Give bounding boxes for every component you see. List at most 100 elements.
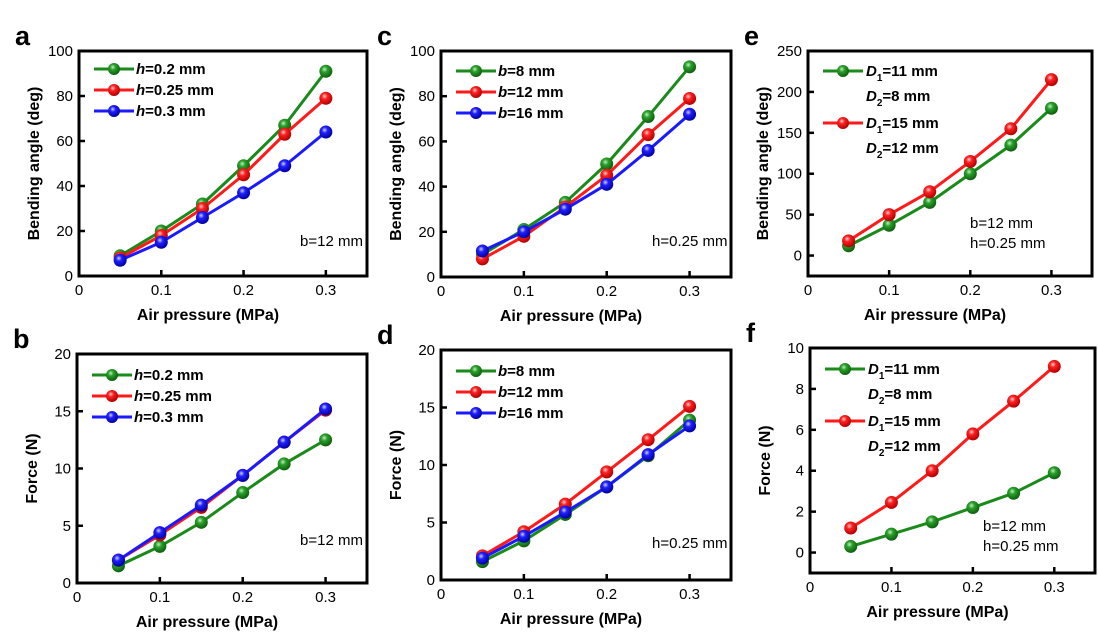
data-point [194, 515, 208, 529]
data-point [600, 177, 614, 191]
series-1 [844, 466, 1061, 553]
y-tick-label: 0 [63, 575, 71, 592]
annotation: h=0.25 mm [652, 233, 727, 250]
y-tick-label: 8 [796, 381, 804, 398]
legend-label: b=16 mm [498, 405, 563, 422]
x-tick-label: 0 [437, 586, 445, 603]
data-point [111, 553, 125, 567]
y-tick-label: 60 [56, 133, 73, 150]
series-3 [113, 125, 333, 267]
legend-marker [470, 365, 482, 377]
data-point [319, 64, 333, 78]
legend-label: D1=15 mm [866, 115, 939, 136]
legend-marker [839, 363, 851, 375]
legend-marker [108, 63, 120, 75]
data-point [195, 211, 209, 224]
series-line [119, 70, 328, 258]
data-point [600, 168, 614, 182]
x-tick-label: 0.1 [879, 282, 900, 299]
legend-label: h=0.3 mm [136, 103, 206, 120]
legend-label: D2=12 mm [868, 438, 941, 459]
plot-frame [77, 49, 369, 278]
y-tick-label: 5 [427, 515, 435, 532]
panel-e: e 0 50 100 150 200 250 0 0.1 0.2 0.3 Air pressure (… [744, 21, 1094, 324]
data-point [319, 433, 333, 447]
data-point [1007, 394, 1021, 408]
legend: h=0.2 mm h=0.25 mm h=0.3 mm [94, 61, 214, 120]
y-tick-label: 0 [427, 269, 435, 286]
legend-marker [837, 117, 849, 129]
data-point [884, 527, 898, 541]
panel-d: d 0 5 10 15 20 0 0.1 0.2 0.3 Air pressure (MPa) For… [377, 320, 733, 628]
data-point [1047, 466, 1061, 480]
y-tick-label: 60 [418, 133, 435, 150]
panel-b: b 0 5 10 15 20 0 0.1 0.2 0.3 Air pressure (MPa) For… [13, 324, 369, 631]
series-3 [111, 402, 333, 567]
y-tick-label: 50 [785, 207, 802, 224]
y-axis-title: Force (N) [24, 433, 41, 503]
legend-label: b=16 mm [498, 105, 563, 122]
data-point [882, 218, 896, 232]
legend-marker [108, 84, 120, 96]
y-tick-label: 5 [63, 518, 71, 535]
data-point [475, 244, 489, 258]
data-point [236, 486, 250, 500]
data-point [966, 427, 980, 441]
data-point [683, 60, 697, 74]
data-point [641, 433, 655, 447]
x-tick-label: 0.3 [679, 586, 700, 603]
data-point [1047, 359, 1061, 373]
data-point [517, 529, 531, 543]
x-tick-label: 0.3 [1044, 579, 1065, 596]
data-point [683, 399, 697, 413]
series-line [850, 471, 1055, 548]
series-3 [475, 419, 697, 565]
legend-label: D1=11 mm [868, 361, 940, 382]
data-point [923, 185, 937, 199]
x-tick-label: 0.2 [232, 589, 253, 606]
data-point [600, 480, 614, 494]
legend-label: h=0.25 mm [136, 82, 214, 99]
series-line [119, 130, 327, 262]
x-tick-label: 0.1 [151, 282, 172, 299]
data-point [278, 127, 292, 141]
y-tick-label: 6 [796, 422, 804, 439]
data-point [475, 551, 489, 565]
series-line [847, 78, 1053, 243]
x-tick-label: 0.2 [596, 283, 617, 300]
panel-letter: f [746, 318, 756, 348]
annotation: b=12 mm [300, 532, 363, 549]
data-point [319, 402, 333, 416]
x-tick-label: 0.2 [596, 586, 617, 603]
y-axis-title: Bending angle (deg) [26, 87, 43, 241]
y-tick-label: 100 [777, 166, 802, 183]
y-tick-label: 10 [54, 461, 71, 478]
data-point [1044, 101, 1058, 115]
y-tick-label: 15 [418, 400, 435, 417]
y-tick-label: 10 [418, 457, 435, 474]
legend-marker [470, 86, 482, 98]
legend: b=8 mm b=12 mm b=16 mm [456, 363, 563, 422]
y-axis-title: Force (N) [388, 430, 405, 500]
series-2 [844, 359, 1061, 535]
data-point [884, 495, 898, 509]
x-axis-title: Air pressure (MPa) [500, 308, 642, 325]
y-tick-label: 100 [410, 43, 435, 60]
data-point [923, 195, 937, 209]
x-tick-label: 0.3 [1041, 282, 1062, 299]
legend: D1=11 mm D2=8 mm D1=15 mm D2=12 mm [823, 63, 939, 161]
data-point [600, 465, 614, 479]
data-point [236, 468, 250, 482]
plot-frame [439, 49, 733, 279]
x-tick-label: 0.2 [960, 282, 981, 299]
data-point [600, 157, 614, 171]
y-tick-label: 250 [777, 43, 802, 60]
data-point [113, 253, 127, 267]
data-point [842, 234, 856, 248]
x-tick-label: 0.1 [513, 586, 534, 603]
data-point [966, 501, 980, 515]
y-axis-title: Bending angle (deg) [755, 87, 772, 241]
series-line [849, 365, 1056, 530]
legend-label: h=0.2 mm [134, 367, 204, 384]
